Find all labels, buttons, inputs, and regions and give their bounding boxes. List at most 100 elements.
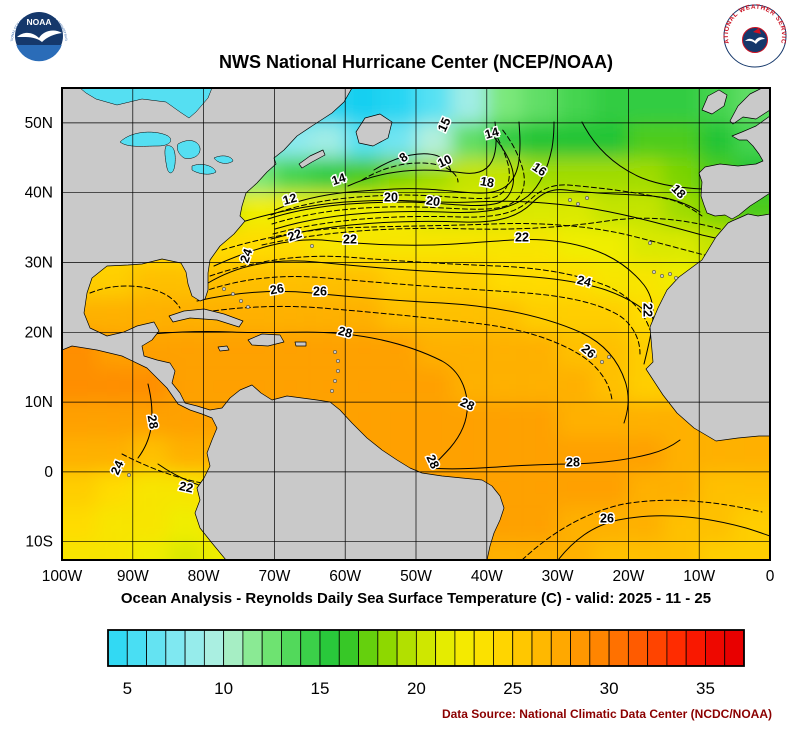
sst-cell — [97, 541, 133, 560]
sst-cell — [345, 192, 381, 228]
sst-cell — [593, 367, 629, 403]
sst-cell — [522, 471, 558, 507]
island-dot — [222, 287, 226, 291]
sst-cell — [593, 437, 629, 472]
sst-cell — [557, 471, 593, 507]
sst-cell — [345, 157, 381, 193]
island-dot — [333, 379, 337, 383]
sst-cell — [62, 402, 98, 437]
sst-cell — [593, 506, 629, 542]
contour-line-23 — [209, 255, 651, 331]
sst-cell — [97, 506, 133, 542]
inland-water-shape — [177, 140, 201, 159]
sst-cell — [451, 297, 487, 333]
island-dot — [648, 241, 652, 245]
contour-label: 14 — [483, 125, 500, 142]
noaa-emblem-lower — [16, 45, 62, 62]
sst-cell — [97, 437, 133, 472]
sst-cell — [451, 402, 487, 437]
sst-cell — [309, 157, 346, 193]
map-caption: Ocean Analysis - Reynolds Daily Sea Surf… — [120, 590, 712, 607]
lat-tick-label: 20N — [25, 324, 53, 341]
sst-cell — [663, 122, 700, 158]
sst-cell — [309, 227, 346, 263]
sst-cell — [97, 367, 133, 403]
colorbar-tick-label: 5 — [123, 679, 132, 698]
axis-labels: 100W 90W 80W 70W 60W 50W 40W 30W 20W 10W 0 50N 40N 30… — [25, 115, 775, 585]
sst-cell — [522, 88, 558, 123]
colorbar-cell — [300, 629, 321, 667]
noaa-gull-icon — [17, 30, 62, 42]
sst-cell — [309, 367, 346, 403]
lon-tick-label: 90W — [117, 568, 149, 585]
sst-cell — [451, 367, 487, 403]
contour-line-27 — [181, 305, 613, 401]
sst-cell — [593, 297, 629, 333]
contour-label: 26 — [269, 281, 285, 297]
sst-cell — [239, 192, 275, 228]
sst-cell — [699, 122, 735, 158]
colorbar-cell — [415, 629, 437, 667]
sst-cell — [557, 437, 593, 472]
contour-line-10 — [347, 121, 497, 187]
sst-cell — [132, 437, 169, 472]
colorbar-cell — [223, 629, 244, 667]
sst-cell — [451, 157, 487, 193]
sst-cell — [699, 541, 735, 560]
contour-label: 24 — [237, 247, 255, 265]
island-dot — [607, 355, 611, 359]
lon-tick-label: 100W — [42, 568, 83, 585]
nws-gull-icon — [745, 37, 765, 44]
lon-tick-label: 60W — [329, 568, 361, 585]
sst-cell — [97, 471, 133, 507]
sst-cell — [663, 227, 700, 263]
sst-cell — [62, 367, 98, 403]
contour-label: 18 — [479, 174, 495, 190]
contour-line-21 — [221, 223, 770, 271]
contour-label: 20 — [425, 193, 441, 209]
lat-tick-label: 10S — [25, 534, 53, 551]
contour-label: 26 — [600, 511, 614, 525]
inland-water-shape — [79, 88, 213, 119]
sst-cell — [451, 88, 487, 123]
land-shape — [217, 345, 230, 352]
sst-cell — [380, 88, 416, 123]
island-dot — [660, 274, 664, 278]
island-dot — [231, 292, 235, 296]
sst-cell — [168, 332, 204, 368]
sst-cell — [239, 227, 275, 263]
colorbar-cell — [666, 629, 687, 667]
sst-cell — [62, 437, 98, 472]
sst-cell — [557, 297, 593, 333]
sst-cell — [699, 437, 735, 472]
sst-cell — [734, 506, 770, 542]
sst-cell — [663, 88, 700, 123]
sst-cell — [663, 506, 700, 542]
colorbar-cell — [242, 629, 263, 667]
contour-label: 28 — [145, 414, 161, 430]
sst-cell — [522, 506, 558, 542]
lon-tick-label: 10W — [683, 568, 715, 585]
land-shape — [729, 88, 770, 125]
sst-cell — [486, 227, 523, 263]
sst-cell — [522, 402, 558, 437]
lon-tick-label: 30W — [542, 568, 574, 585]
island-dot — [568, 198, 572, 202]
sst-cell — [522, 437, 558, 472]
land-shape — [62, 88, 505, 560]
sst-cell — [734, 471, 770, 507]
colorbar-cell — [589, 629, 610, 667]
sst-cell — [734, 541, 770, 560]
colorbar-cell — [165, 629, 186, 667]
sst-cell — [486, 88, 523, 123]
sst-cell — [663, 437, 700, 472]
sst-cell — [132, 262, 169, 298]
colorbar-cell — [107, 629, 128, 667]
contour-line-18 — [270, 189, 701, 240]
colorbar-cell — [627, 629, 649, 667]
colorbar-cell — [550, 629, 571, 667]
sst-cell — [628, 506, 664, 542]
contour-line-16 — [274, 121, 555, 230]
